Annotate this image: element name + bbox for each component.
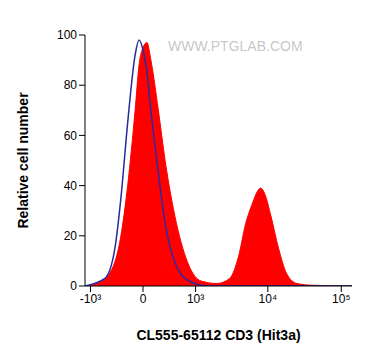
svg-text:-10³: -10³	[80, 292, 101, 306]
svg-text:0: 0	[140, 292, 147, 306]
svg-text:100: 100	[57, 28, 77, 42]
svg-text:20: 20	[64, 229, 78, 243]
svg-text:10⁴: 10⁴	[259, 292, 278, 306]
svg-text:0: 0	[70, 279, 77, 293]
svg-text:CL555-65112 CD3 (Hit3a): CL555-65112 CD3 (Hit3a)	[136, 327, 300, 343]
svg-text:10³: 10³	[187, 292, 204, 306]
html-text:WWW.PTGLAB.COM: WWW.PTGLAB.COM	[168, 38, 303, 54]
svg-text:Relative cell number: Relative cell number	[15, 92, 31, 229]
svg-text:60: 60	[64, 129, 78, 143]
svg-text:80: 80	[64, 78, 78, 92]
svg-text:40: 40	[64, 179, 78, 193]
svg-text:10⁵: 10⁵	[332, 292, 350, 306]
